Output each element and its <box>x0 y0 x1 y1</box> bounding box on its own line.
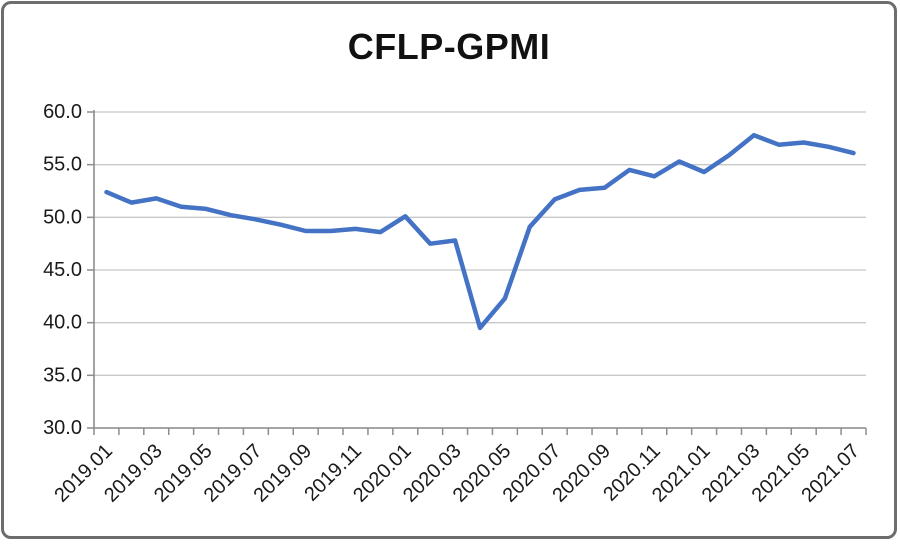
y-tick-label: 35.0 <box>43 364 82 386</box>
chart-canvas: 60.055.050.045.040.035.030.02019.012019.… <box>43 101 867 507</box>
y-tick-label: 30.0 <box>43 417 82 439</box>
y-tick-label: 60.0 <box>43 101 82 123</box>
y-tick-label: 45.0 <box>43 259 82 281</box>
y-tick-label: 40.0 <box>43 312 82 334</box>
y-tick-label: 55.0 <box>43 154 82 176</box>
pmi-line <box>104 132 856 331</box>
y-tick-label: 50.0 <box>43 206 82 228</box>
chart-title: CFLP-GPMI <box>347 26 551 67</box>
